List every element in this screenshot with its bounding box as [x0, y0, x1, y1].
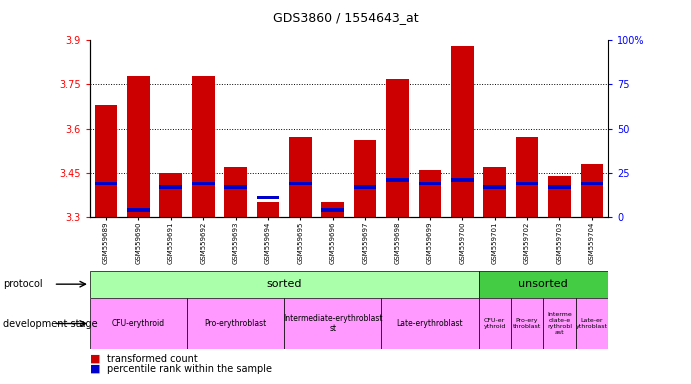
Bar	[451, 46, 473, 217]
Bar	[321, 208, 344, 212]
Bar	[580, 164, 603, 217]
Text: unsorted: unsorted	[518, 279, 568, 289]
Bar	[160, 185, 182, 189]
Text: Interme
diate-e
rythrobl
ast: Interme diate-e rythrobl ast	[547, 312, 572, 335]
Bar	[192, 76, 214, 217]
Bar	[354, 185, 377, 189]
Text: Late-erythroblast: Late-erythroblast	[397, 319, 463, 328]
Bar	[160, 173, 182, 217]
Bar	[321, 202, 344, 217]
Bar	[580, 182, 603, 185]
Bar	[548, 185, 571, 189]
Bar	[576, 298, 608, 349]
Bar	[256, 196, 279, 199]
Bar	[192, 182, 214, 185]
Bar	[187, 298, 284, 349]
Bar	[484, 185, 506, 189]
Bar	[386, 79, 409, 217]
Text: protocol: protocol	[3, 279, 43, 289]
Bar	[478, 298, 511, 349]
Text: Late-er
ythroblast: Late-er ythroblast	[576, 318, 608, 329]
Text: Pro-erythroblast: Pro-erythroblast	[205, 319, 267, 328]
Bar	[451, 178, 473, 182]
Bar	[127, 76, 150, 217]
Bar	[381, 298, 478, 349]
Bar	[256, 202, 279, 217]
Text: CFU-erythroid: CFU-erythroid	[112, 319, 165, 328]
Bar	[95, 182, 117, 185]
Text: CFU-er
ythroid: CFU-er ythroid	[484, 318, 506, 329]
Bar	[289, 137, 312, 217]
Text: sorted: sorted	[267, 279, 302, 289]
Bar	[354, 141, 377, 217]
Bar	[90, 271, 478, 298]
Bar	[284, 298, 381, 349]
Text: development stage: development stage	[3, 318, 98, 329]
Bar	[127, 208, 150, 212]
Bar	[225, 185, 247, 189]
Bar	[543, 298, 576, 349]
Bar	[419, 182, 442, 185]
Bar	[90, 298, 187, 349]
Bar	[478, 271, 608, 298]
Bar	[225, 167, 247, 217]
Bar	[419, 170, 442, 217]
Text: transformed count: transformed count	[107, 354, 198, 364]
Bar	[289, 182, 312, 185]
Bar	[548, 176, 571, 217]
Bar	[484, 167, 506, 217]
Text: GDS3860 / 1554643_at: GDS3860 / 1554643_at	[273, 12, 418, 25]
Bar	[515, 182, 538, 185]
Bar	[511, 298, 543, 349]
Text: Intermediate-erythroblast
st: Intermediate-erythroblast st	[283, 314, 383, 333]
Text: ■: ■	[90, 364, 100, 374]
Bar	[95, 105, 117, 217]
Bar	[515, 137, 538, 217]
Bar	[386, 178, 409, 182]
Text: ■: ■	[90, 354, 100, 364]
Text: Pro-ery
throblast: Pro-ery throblast	[513, 318, 541, 329]
Text: percentile rank within the sample: percentile rank within the sample	[107, 364, 272, 374]
